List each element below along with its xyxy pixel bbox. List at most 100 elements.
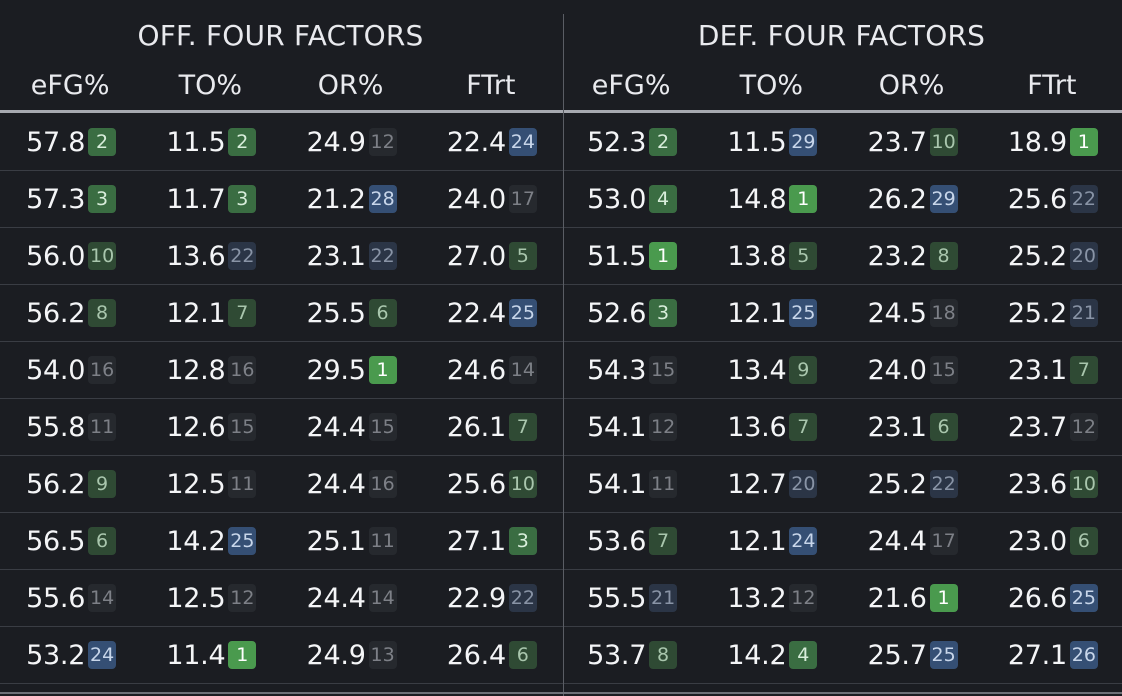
cell-def-efg: 51.5 1 bbox=[561, 228, 701, 284]
stat-value: 26.1 bbox=[446, 411, 506, 443]
cell-def-efg: 52.6 3 bbox=[561, 285, 701, 341]
stat-value: 53.7 bbox=[587, 639, 647, 671]
stat-value: 12.5 bbox=[166, 582, 226, 614]
stat-value: 24.0 bbox=[867, 354, 927, 386]
rank-badge: 14 bbox=[508, 356, 537, 384]
rank-badge: 5 bbox=[789, 242, 818, 270]
stat-value: 11.5 bbox=[166, 126, 226, 158]
stat-value: 24.0 bbox=[446, 183, 506, 215]
col-header-def-ftrt[interactable]: FTrt bbox=[1027, 70, 1077, 101]
group-header-row: OFF. FOUR FACTORS DEF. FOUR FACTORS bbox=[0, 0, 1122, 62]
cell-off-to: 12.8 16 bbox=[140, 342, 280, 398]
stat-value: 13.4 bbox=[727, 354, 787, 386]
rank-badge: 12 bbox=[789, 584, 818, 612]
cell-def-ftrt: 25.6 22 bbox=[982, 171, 1122, 227]
cell-off-to: 14.2 25 bbox=[140, 513, 280, 569]
stat-value: 54.1 bbox=[587, 411, 647, 443]
rank-badge: 21 bbox=[1069, 299, 1098, 327]
stat-value: 53.6 bbox=[587, 525, 647, 557]
stat-value: 56.0 bbox=[26, 240, 86, 272]
col-header-def-efg[interactable]: eFG% bbox=[591, 70, 671, 101]
cell-def-ftrt: 25.2 21 bbox=[982, 285, 1122, 341]
rank-badge: 10 bbox=[508, 470, 537, 498]
cell-off-efg: 56.2 9 bbox=[0, 456, 140, 512]
stat-value: 11.5 bbox=[727, 126, 787, 158]
cell-def-or: 23.7 10 bbox=[842, 114, 982, 170]
cell-off-to: 12.5 11 bbox=[140, 456, 280, 512]
cell-off-or: 21.2 28 bbox=[281, 171, 421, 227]
cell-def-to: 12.1 24 bbox=[701, 513, 841, 569]
stat-value: 55.8 bbox=[26, 411, 86, 443]
rank-badge: 16 bbox=[368, 470, 397, 498]
stat-value: 26.4 bbox=[446, 639, 506, 671]
cell-off-ftrt: 22.4 25 bbox=[421, 285, 561, 341]
stat-value: 22.4 bbox=[446, 297, 506, 329]
rank-badge: 6 bbox=[368, 299, 397, 327]
defense-group-title: DEF. FOUR FACTORS bbox=[697, 19, 986, 52]
rank-badge: 25 bbox=[789, 299, 818, 327]
cell-off-ftrt: 24.6 14 bbox=[421, 342, 561, 398]
rank-badge: 16 bbox=[88, 356, 117, 384]
table-body: 57.8 2 11.5 2 24.9 12 22.4 24 52.3 2 11.5 29 23.7 10 1… bbox=[0, 114, 1122, 684]
stat-value: 13.8 bbox=[727, 240, 787, 272]
stat-value: 21.2 bbox=[306, 183, 366, 215]
rank-badge: 21 bbox=[649, 584, 678, 612]
col-header-off-to[interactable]: TO% bbox=[178, 70, 243, 101]
rank-badge: 14 bbox=[88, 584, 117, 612]
cell-def-or: 25.2 22 bbox=[842, 456, 982, 512]
cell-def-efg: 53.0 4 bbox=[561, 171, 701, 227]
rank-badge: 8 bbox=[649, 641, 678, 669]
rank-badge: 17 bbox=[508, 185, 537, 213]
col-header-def-to[interactable]: TO% bbox=[739, 70, 804, 101]
rank-badge: 5 bbox=[508, 242, 537, 270]
table-row: 56.2 8 12.1 7 25.5 6 22.4 25 52.6 3 12.1 25 24.5 18 25… bbox=[0, 285, 1122, 342]
cell-def-ftrt: 26.6 25 bbox=[982, 570, 1122, 626]
stat-value: 24.4 bbox=[867, 525, 927, 557]
cell-def-to: 11.5 29 bbox=[701, 114, 841, 170]
rank-badge: 18 bbox=[929, 299, 958, 327]
rank-badge: 11 bbox=[88, 413, 117, 441]
col-header-off-ftrt[interactable]: FTrt bbox=[466, 70, 516, 101]
cell-off-ftrt: 26.1 7 bbox=[421, 399, 561, 455]
column-header-row: eFG% TO% OR% FTrt eFG% TO% OR% FTrt bbox=[0, 62, 1122, 113]
rank-badge: 7 bbox=[228, 299, 257, 327]
stat-value: 24.9 bbox=[306, 639, 366, 671]
cell-off-or: 29.5 1 bbox=[281, 342, 421, 398]
cell-off-ftrt: 22.4 24 bbox=[421, 114, 561, 170]
rank-badge: 22 bbox=[228, 242, 257, 270]
stat-value: 25.2 bbox=[867, 468, 927, 500]
rank-badge: 24 bbox=[508, 128, 537, 156]
cell-def-to: 12.7 20 bbox=[701, 456, 841, 512]
col-header-off-or[interactable]: OR% bbox=[317, 70, 384, 101]
cell-def-or: 23.2 8 bbox=[842, 228, 982, 284]
cell-off-to: 11.4 1 bbox=[140, 627, 280, 683]
rank-badge: 2 bbox=[88, 128, 117, 156]
cell-off-or: 24.4 16 bbox=[281, 456, 421, 512]
cell-def-to: 13.2 12 bbox=[701, 570, 841, 626]
rank-badge: 3 bbox=[649, 299, 678, 327]
col-header-def-or[interactable]: OR% bbox=[878, 70, 945, 101]
off-def-divider bbox=[563, 14, 564, 696]
rank-badge: 25 bbox=[508, 299, 537, 327]
offense-group-title: OFF. FOUR FACTORS bbox=[137, 19, 424, 52]
stat-value: 56.2 bbox=[26, 468, 86, 500]
rank-badge: 12 bbox=[368, 128, 397, 156]
rank-badge: 24 bbox=[789, 527, 818, 555]
rank-badge: 11 bbox=[228, 470, 257, 498]
cell-off-to: 12.6 15 bbox=[140, 399, 280, 455]
cell-off-or: 25.5 6 bbox=[281, 285, 421, 341]
cell-def-ftrt: 27.1 26 bbox=[982, 627, 1122, 683]
cell-def-to: 13.4 9 bbox=[701, 342, 841, 398]
rank-badge: 1 bbox=[368, 356, 397, 384]
rank-badge: 3 bbox=[88, 185, 117, 213]
rank-badge: 22 bbox=[929, 470, 958, 498]
rank-badge: 26 bbox=[1069, 641, 1098, 669]
rank-badge: 25 bbox=[228, 527, 257, 555]
rank-badge: 9 bbox=[789, 356, 818, 384]
cell-def-or: 26.2 29 bbox=[842, 171, 982, 227]
rank-badge: 14 bbox=[368, 584, 397, 612]
stat-value: 25.1 bbox=[306, 525, 366, 557]
col-header-off-efg[interactable]: eFG% bbox=[30, 70, 110, 101]
stat-value: 54.1 bbox=[587, 468, 647, 500]
